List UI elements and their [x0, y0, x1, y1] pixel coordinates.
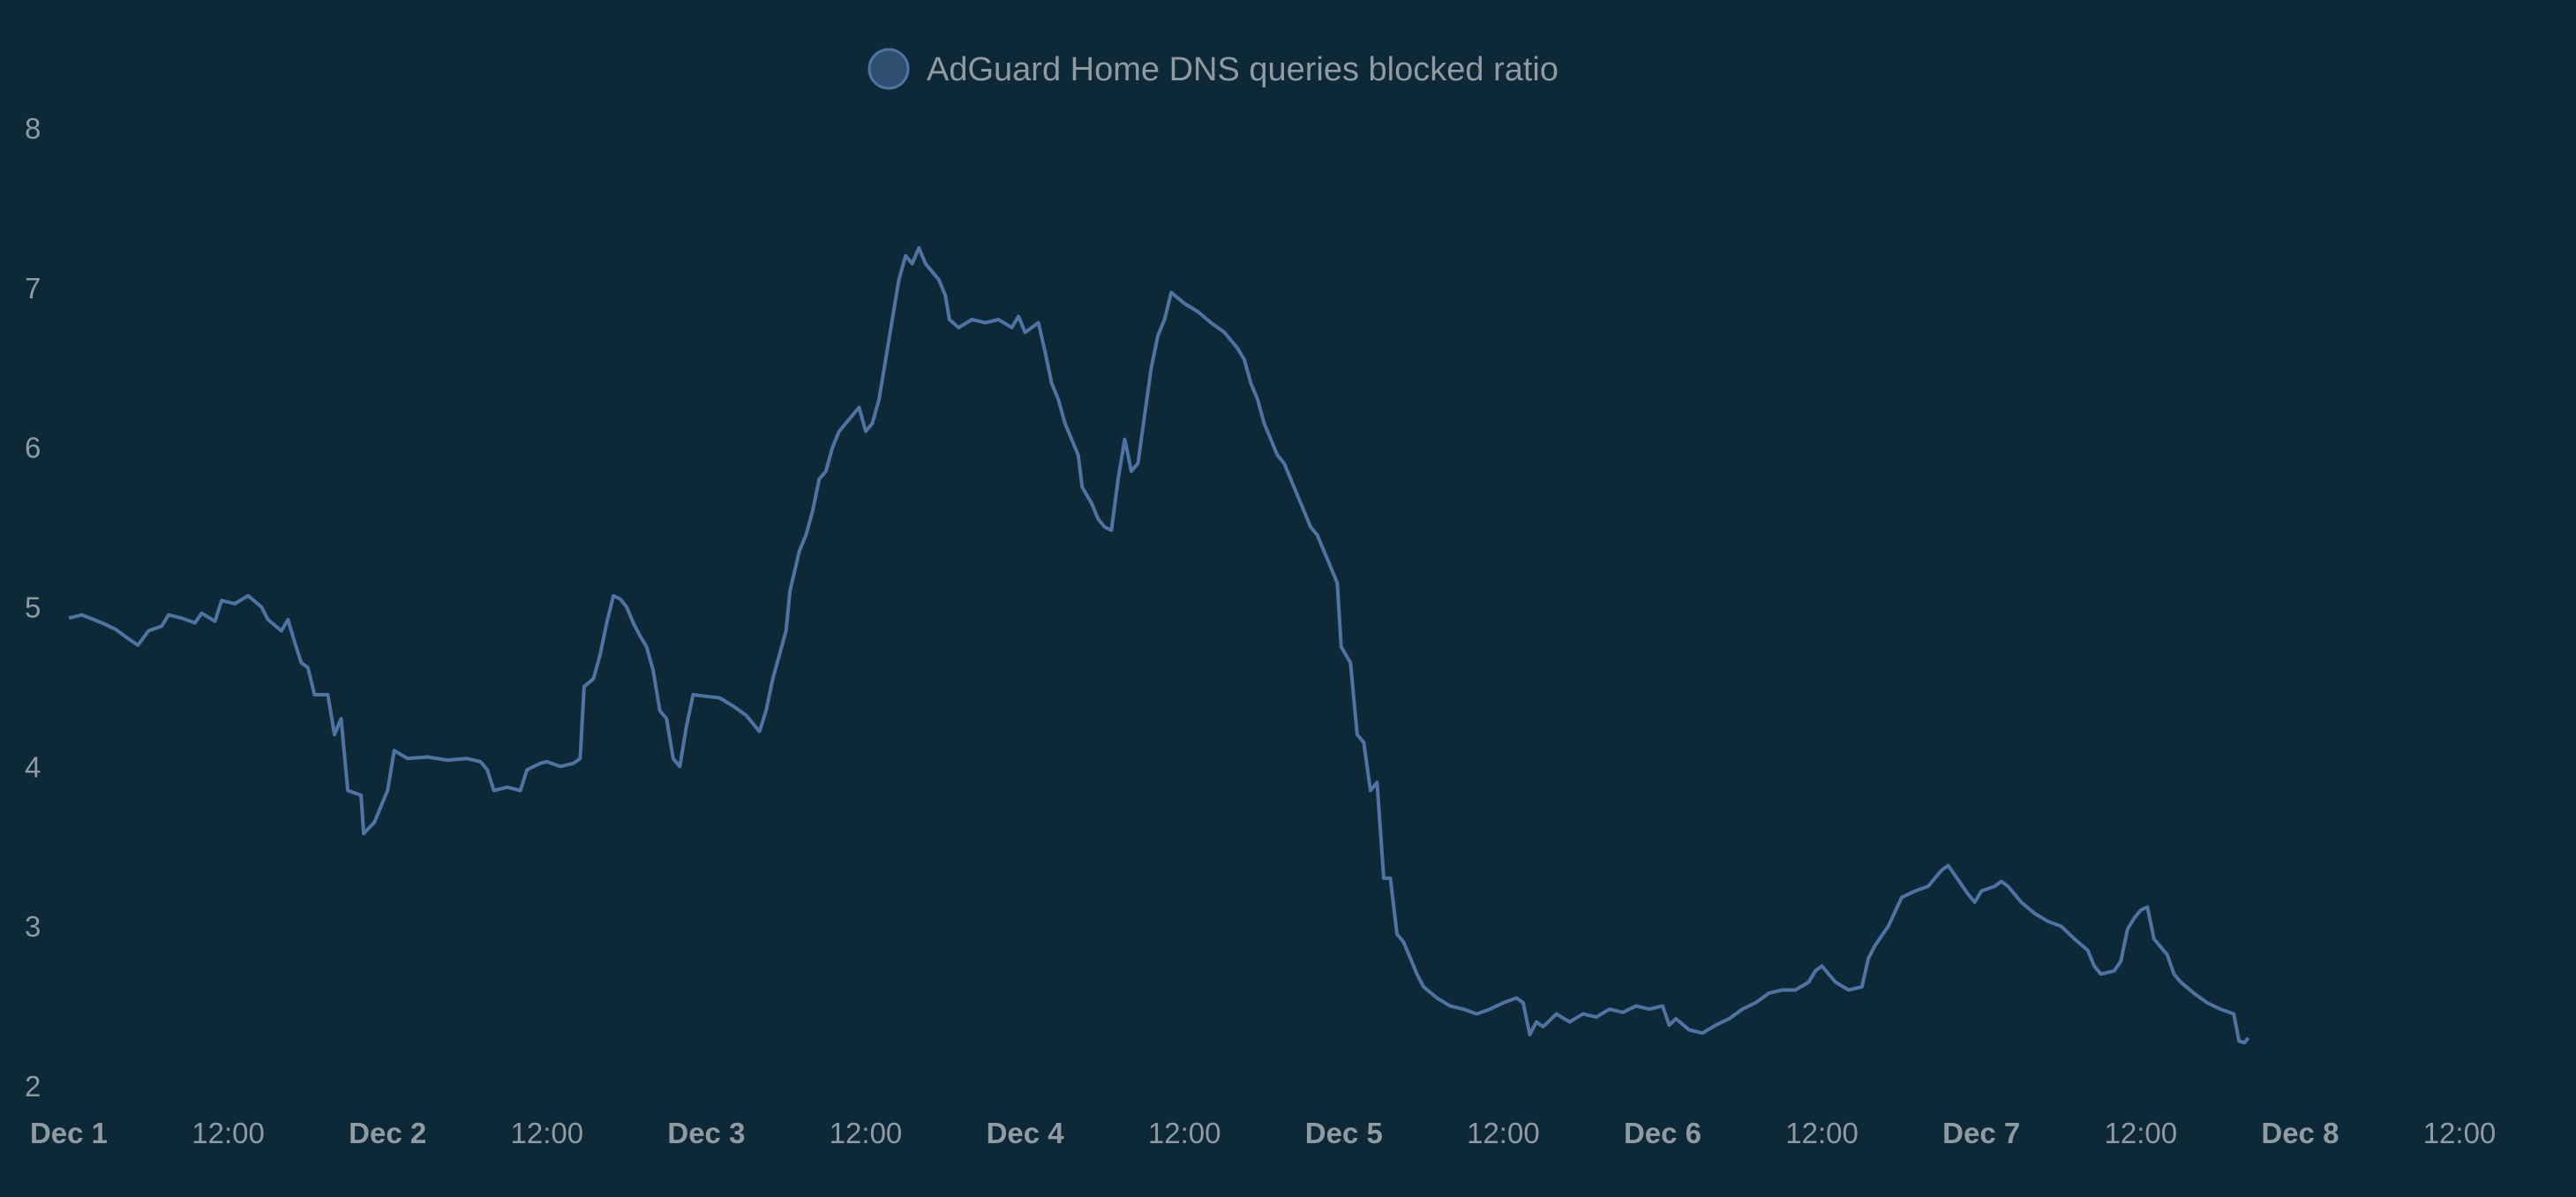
x-tick-label: Dec 7	[1942, 1117, 2020, 1149]
legend[interactable]: AdGuard Home DNS queries blocked ratio	[867, 48, 1558, 90]
y-tick-label: 7	[25, 272, 41, 305]
y-tick-label: 4	[25, 750, 41, 783]
x-tick-label: Dec 5	[1305, 1117, 1383, 1149]
x-tick-label: 12:00	[1148, 1117, 1221, 1149]
y-tick-label: 6	[25, 432, 41, 464]
series-line-0[interactable]	[68, 245, 2250, 1045]
x-tick-label: 12:00	[2105, 1117, 2178, 1149]
legend-swatch-icon[interactable]	[867, 48, 910, 90]
y-tick-label: 3	[25, 910, 41, 943]
x-tick-label: 12:00	[1467, 1117, 1540, 1149]
x-tick-label: Dec 8	[2261, 1117, 2339, 1149]
y-tick-label: 8	[25, 112, 41, 145]
x-tick-label: Dec 6	[1624, 1117, 1701, 1149]
x-tick-label: 12:00	[830, 1117, 903, 1149]
x-tick-label: Dec 4	[987, 1117, 1065, 1149]
y-tick-label: 2	[25, 1070, 41, 1103]
legend-label[interactable]: AdGuard Home DNS queries blocked ratio	[927, 51, 1558, 88]
x-tick-label: Dec 1	[30, 1117, 108, 1149]
x-tick-label: Dec 2	[349, 1117, 426, 1149]
x-axis: Dec 1 12:00 Dec 2 12:00 Dec 3 12:00 Dec 4 12:00…	[30, 1117, 2496, 1149]
x-tick-label: 12:00	[192, 1117, 265, 1149]
y-axis: 2 3 4 5 6 7 8	[25, 112, 41, 1103]
y-tick-label: 5	[25, 591, 41, 624]
x-tick-label: 12:00	[1785, 1117, 1859, 1149]
x-tick-label: Dec 3	[667, 1117, 745, 1149]
plot-area	[68, 245, 2250, 1045]
x-tick-label: 12:00	[511, 1117, 584, 1149]
x-tick-label: 12:00	[2423, 1117, 2497, 1149]
